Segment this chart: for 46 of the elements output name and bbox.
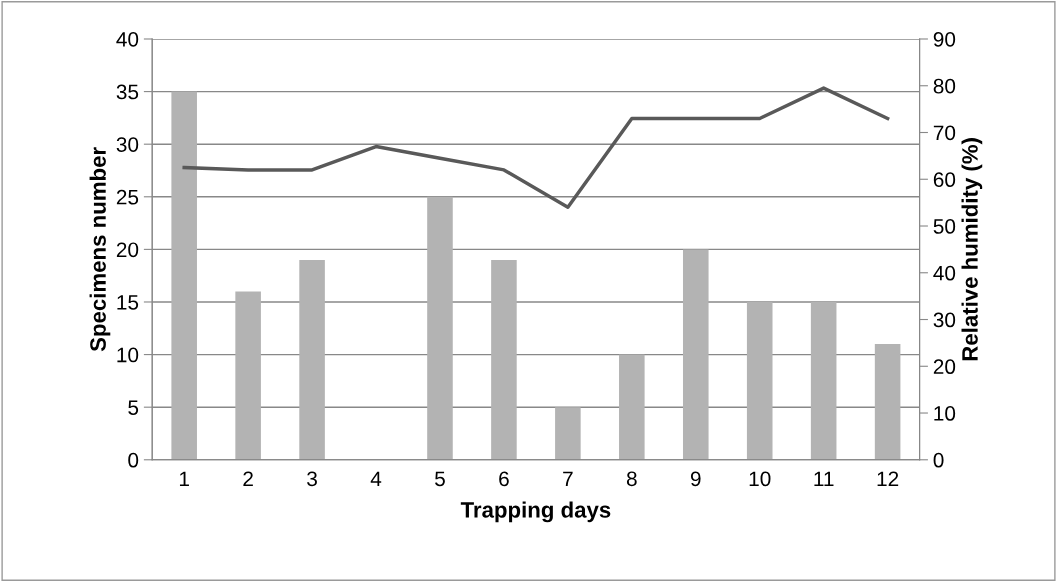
- bar: [427, 196, 453, 460]
- y2-tick-label: 50: [933, 219, 956, 234]
- y-tick-label: 25: [116, 189, 139, 205]
- x-tick-label: 11: [814, 471, 834, 486]
- y-axis-title: Specimens number: [89, 147, 111, 352]
- y2-tick-label: 60: [933, 172, 956, 188]
- x-tick-label: 6: [499, 471, 509, 487]
- x-axis-title: Trapping days: [460, 501, 611, 523]
- bar: [235, 291, 261, 460]
- y-tick-label: 30: [116, 137, 139, 152]
- y-tick-label: 15: [117, 295, 139, 310]
- y-tick-label: 10: [117, 347, 139, 363]
- y2-tick-label: 20: [933, 359, 956, 375]
- x-tick-label: 7: [563, 471, 573, 486]
- y2-tick-label: 30: [933, 312, 956, 328]
- bar: [746, 301, 773, 460]
- x-tick-label: 8: [626, 471, 637, 487]
- x-tick-label: 10: [749, 471, 771, 487]
- y-tick-label: 0: [128, 452, 139, 468]
- line-series: [182, 86, 890, 210]
- y2-tick-label: 90: [933, 32, 956, 47]
- y2-tick-label: 0: [933, 452, 944, 468]
- x-tick-label: 2: [243, 471, 253, 486]
- bar: [810, 301, 837, 460]
- x-tick-label: 9: [690, 471, 701, 487]
- x-tick-label: 3: [307, 471, 317, 487]
- bar: [619, 354, 645, 460]
- y2-tick-label: 10: [934, 406, 956, 421]
- y-tick-label: 35: [116, 84, 139, 100]
- bar: [555, 407, 581, 460]
- bar: [874, 344, 901, 460]
- bar: [299, 259, 325, 460]
- bar: [171, 91, 197, 460]
- y-tick-label: 20: [116, 242, 139, 258]
- y2-tick-label: 80: [933, 78, 956, 94]
- x-tick-label: 5: [435, 471, 445, 487]
- x-tick-label: 4: [370, 471, 382, 486]
- y2-tick-label: 40: [933, 265, 956, 281]
- bar: [682, 249, 709, 460]
- x-tick-label: 12: [877, 471, 899, 486]
- y-tick-label: 5: [128, 400, 139, 415]
- y-tick-label: 40: [116, 32, 139, 47]
- x-tick-label: 1: [179, 471, 189, 486]
- bar: [491, 259, 517, 460]
- y2-tick-label: 70: [933, 125, 956, 141]
- y2-axis-title: Relative humidity (%): [961, 138, 983, 361]
